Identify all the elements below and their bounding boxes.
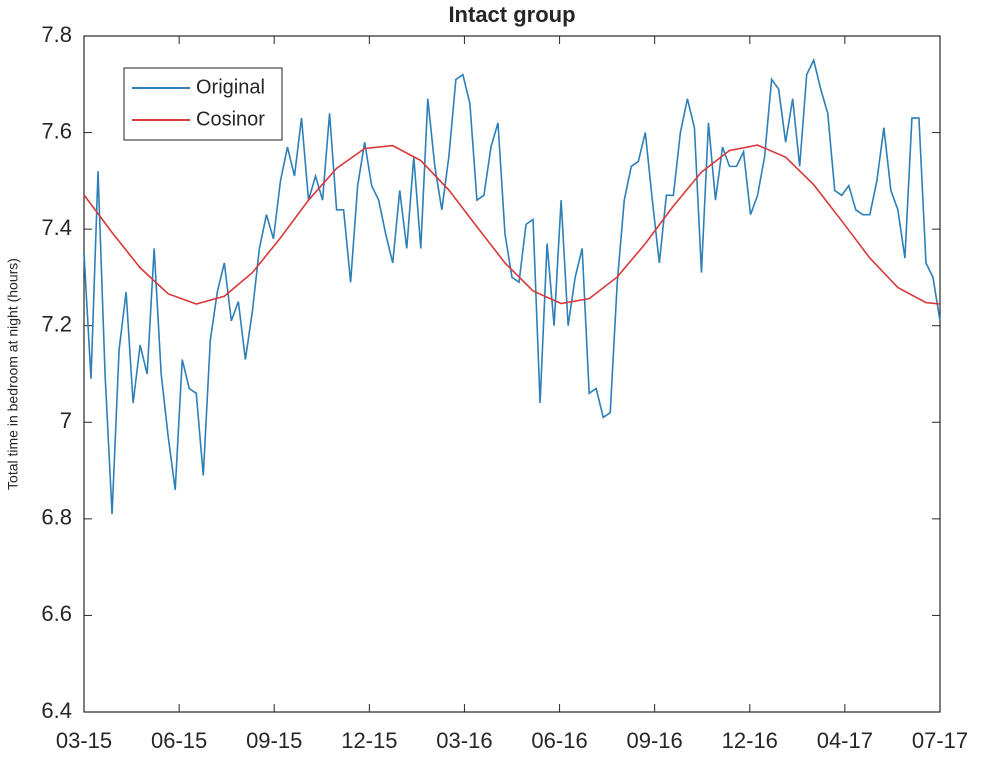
data-line [83, 57, 941, 515]
data-line [83, 144, 941, 305]
x-tick-label: 07-17 [912, 728, 968, 753]
y-tick-label: 7.6 [41, 118, 72, 143]
y-tick-label: 7 [60, 408, 72, 433]
x-tick-label: 12-15 [341, 728, 397, 753]
y-tick-label: 6.6 [41, 601, 72, 626]
legend-box [123, 67, 283, 141]
x-tick-label: 09-16 [627, 728, 683, 753]
legend-label: Cosinor [196, 108, 265, 130]
x-tick-label: 04-17 [817, 728, 873, 753]
y-tick-label: 6.4 [41, 698, 72, 723]
y-tick-label: 7.2 [41, 312, 72, 337]
x-tick-label: 06-15 [151, 728, 207, 753]
y-axis-label: Total time in bedroom at night (hours) [5, 258, 21, 490]
x-tick-label: 03-16 [436, 728, 492, 753]
y-tick-label: 6.8 [41, 505, 72, 530]
y-tick-label: 7.4 [41, 215, 72, 240]
y-tick-label: 7.8 [41, 22, 72, 47]
x-tick-label: 03-15 [56, 728, 112, 753]
legend-label: Original [196, 76, 265, 98]
x-tick-label: 09-15 [246, 728, 302, 753]
x-tick-label: 06-16 [531, 728, 587, 753]
x-tick-label: 12-16 [722, 728, 778, 753]
chart-title: Intact group [448, 2, 575, 27]
